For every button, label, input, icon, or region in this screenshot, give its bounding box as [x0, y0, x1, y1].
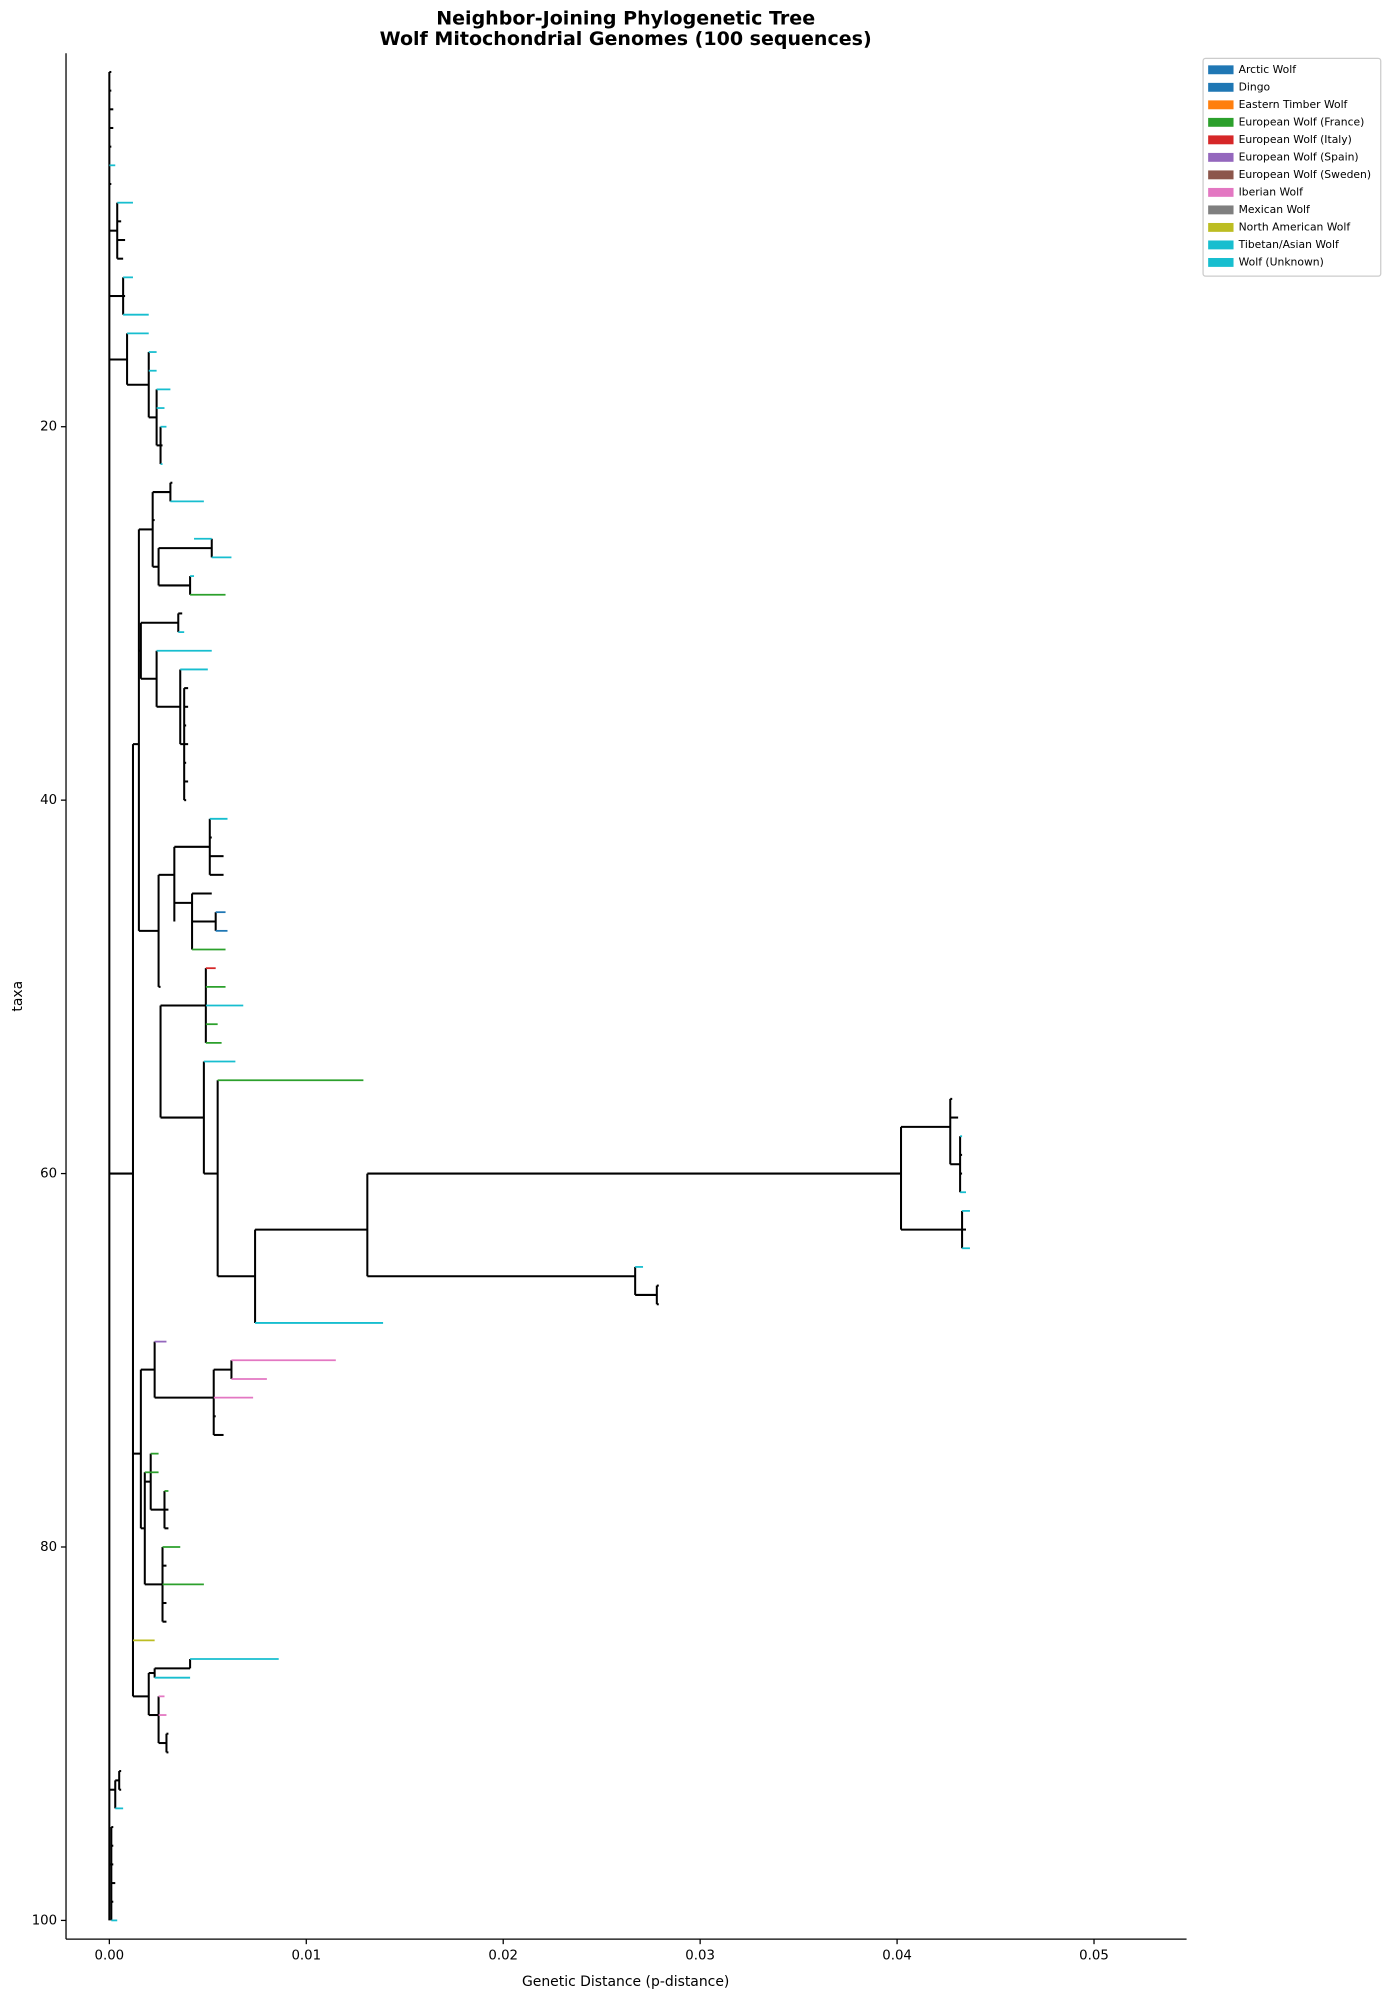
- legend-box: [1202, 57, 1382, 277]
- legend-swatch: [1208, 257, 1234, 267]
- legend-label: Eastern Timber Wolf: [1239, 98, 1348, 111]
- legend-swatch: [1208, 117, 1234, 127]
- legend-swatch: [1208, 222, 1234, 232]
- legend-swatch: [1208, 82, 1234, 92]
- x-tick-label: 0.00: [95, 1949, 125, 1964]
- x-tick-label: 0.05: [1079, 1949, 1109, 1964]
- legend-label: Dingo: [1239, 80, 1271, 93]
- y-tick-label: 100: [32, 1913, 57, 1928]
- chart-subtitle: Wolf Mitochondrial Genomes (100 sequence…: [380, 28, 872, 50]
- legend-swatch: [1208, 187, 1234, 197]
- y-tick-label: 40: [40, 793, 57, 808]
- x-axis-label: Genetic Distance (p-distance): [522, 1974, 729, 1990]
- legend-label: European Wolf (Italy): [1239, 133, 1352, 146]
- x-tick-label: 0.02: [488, 1949, 518, 1964]
- x-tick-label: 0.01: [291, 1949, 321, 1964]
- legend-swatch: [1208, 170, 1234, 180]
- y-axis-label: taxa: [10, 981, 26, 1012]
- legend-label: Tibetan/Asian Wolf: [1238, 238, 1339, 251]
- y-tick-label: 80: [40, 1540, 57, 1555]
- chart-title: Neighbor-Joining Phylogenetic Tree: [436, 8, 815, 30]
- legend-swatch: [1208, 65, 1234, 75]
- y-tick-label: 20: [40, 420, 57, 435]
- legend-swatch: [1208, 152, 1234, 162]
- legend-swatch: [1208, 205, 1234, 215]
- legend-label: European Wolf (France): [1239, 115, 1365, 128]
- legend-swatch: [1208, 135, 1234, 145]
- legend-swatch: [1208, 240, 1234, 250]
- legend-label: European Wolf (Spain): [1239, 150, 1359, 163]
- x-tick-label: 0.03: [685, 1949, 715, 1964]
- legend-label: Arctic Wolf: [1239, 63, 1297, 76]
- legend-label: North American Wolf: [1239, 220, 1351, 233]
- y-tick-label: 60: [40, 1167, 57, 1182]
- legend-label: European Wolf (Sweden): [1239, 168, 1371, 181]
- legend-label: Wolf (Unknown): [1239, 255, 1324, 268]
- x-tick-label: 0.04: [882, 1949, 912, 1964]
- legend-label: Iberian Wolf: [1239, 185, 1303, 198]
- legend-label: Mexican Wolf: [1239, 203, 1310, 216]
- legend-swatch: [1208, 100, 1234, 110]
